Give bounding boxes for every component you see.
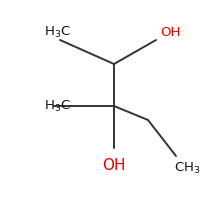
Text: CH$_3$: CH$_3$ <box>174 160 200 176</box>
Text: OH: OH <box>160 25 180 38</box>
Text: H$_3$C: H$_3$C <box>44 24 71 40</box>
Text: H$_3$C: H$_3$C <box>44 98 71 114</box>
Text: OH: OH <box>102 158 126 173</box>
